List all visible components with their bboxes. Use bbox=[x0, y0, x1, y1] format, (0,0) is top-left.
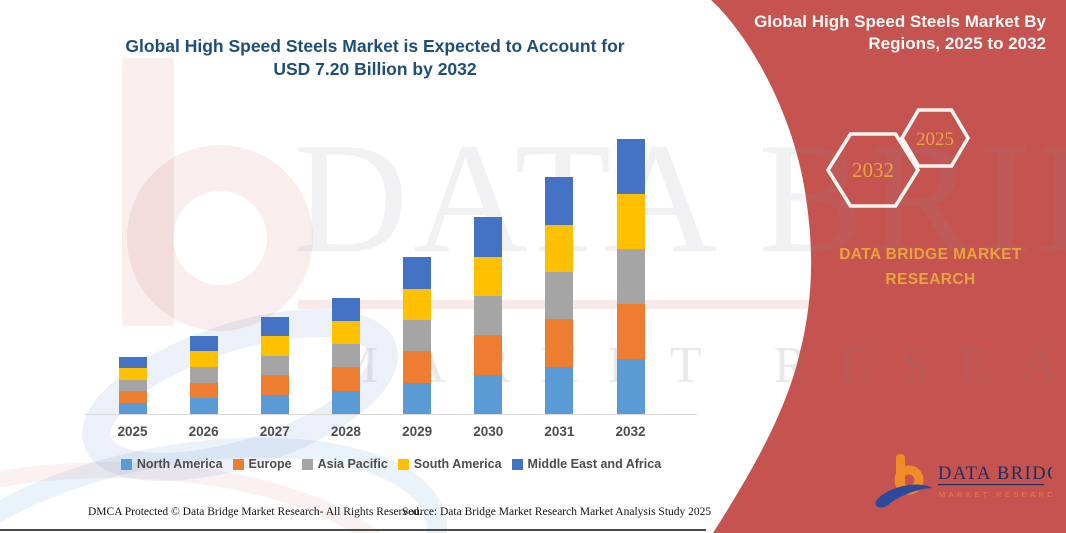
legend-swatch-middle-east-and-africa bbox=[511, 458, 523, 470]
bar-segment-2025-europe bbox=[118, 391, 147, 403]
x-axis-label-2030: 2030 bbox=[473, 424, 504, 439]
legend-label-europe: Europe bbox=[248, 457, 292, 471]
bar-segment-2030-europe bbox=[474, 335, 503, 375]
x-axis-label-2028: 2028 bbox=[330, 424, 361, 439]
x-axis-label-2026: 2026 bbox=[188, 424, 219, 439]
bar-segment-2029-asia-pacific bbox=[403, 320, 432, 352]
legend-label-asia-pacific: Asia Pacific bbox=[317, 457, 388, 471]
hexagon-badge-2025 bbox=[899, 108, 971, 168]
bar-segment-2025-asia-pacific bbox=[118, 379, 147, 392]
bar-segment-2031-south-america bbox=[545, 224, 574, 272]
stacked-bar-chart bbox=[85, 120, 697, 415]
x-axis-label-2032: 2032 bbox=[615, 424, 646, 439]
brand-name-line1: DATA BRIDGE MARKET bbox=[839, 246, 1022, 263]
bar-segment-2031-asia-pacific bbox=[545, 271, 574, 320]
year-hexagon-badges: 2032 2025 bbox=[825, 108, 971, 208]
bar-segment-2026-europe bbox=[189, 382, 218, 399]
x-axis-label-2025: 2025 bbox=[117, 424, 148, 439]
bar-segment-2027-south-america bbox=[260, 336, 289, 356]
legend-item-europe: Europe bbox=[232, 457, 292, 471]
legend-label-middle-east-and-africa: Middle East and Africa bbox=[527, 457, 662, 471]
bar-segment-2027-europe bbox=[260, 375, 289, 395]
legend-item-north-america: North America bbox=[120, 457, 223, 471]
legend-label-north-america: North America bbox=[136, 457, 223, 471]
chart-legend: North America Europe Asia Pacific South Ame… bbox=[85, 457, 697, 471]
brand-name-line2: RESEARCH bbox=[885, 270, 976, 288]
bar-segment-2029-europe bbox=[403, 351, 432, 383]
bar-segment-2032-europe bbox=[616, 304, 645, 359]
side-panel-title: Global High Speed Steels Market By Regio… bbox=[706, 11, 1046, 56]
bar-segment-2029-south-america bbox=[403, 288, 432, 321]
data-bridge-logo-icon bbox=[875, 454, 933, 508]
bar-segment-2028-north-america bbox=[331, 390, 360, 414]
side-panel-title-line2: Regions, 2025 to 2032 bbox=[868, 34, 1046, 54]
bar-segment-2026-middle-east-and-africa bbox=[189, 335, 218, 352]
brand-name-text: DATA BRIDGE MARKET RESEARCH bbox=[828, 243, 1033, 293]
bar-segment-2031-middle-east-and-africa bbox=[545, 177, 574, 225]
bar-segment-2029-north-america bbox=[403, 382, 432, 414]
bar-segment-2030-north-america bbox=[474, 374, 503, 414]
bar-segment-2031-north-america bbox=[545, 366, 574, 414]
bar-segment-2028-europe bbox=[331, 367, 360, 391]
footer-source-text: Source: Data Bridge Market Research Mark… bbox=[402, 506, 712, 518]
legend-swatch-europe bbox=[232, 458, 244, 470]
bar-segment-2027-middle-east-and-africa bbox=[260, 316, 289, 337]
bottom-divider bbox=[0, 529, 706, 531]
bar-segment-2032-south-america bbox=[616, 194, 645, 249]
legend-label-south-america: South America bbox=[413, 457, 502, 471]
x-axis-label-2027: 2027 bbox=[259, 424, 290, 439]
side-panel-title-line1: Global High Speed Steels Market By bbox=[754, 12, 1046, 31]
bar-segment-2026-asia-pacific bbox=[189, 367, 218, 383]
page-title-line1: Global High Speed Steels Market is Expec… bbox=[125, 36, 625, 56]
legend-swatch-north-america bbox=[120, 458, 132, 470]
page-title: Global High Speed Steels Market is Expec… bbox=[95, 35, 655, 81]
legend-item-asia-pacific: Asia Pacific bbox=[301, 457, 388, 471]
bar-segment-2029-middle-east-and-africa bbox=[403, 257, 432, 289]
bar-segment-2025-middle-east-and-africa bbox=[118, 356, 147, 369]
bar-segment-2028-middle-east-and-africa bbox=[331, 297, 360, 321]
bar-segment-2031-europe bbox=[545, 319, 574, 367]
logo-wordmark: DATA BRIDGE bbox=[938, 464, 1052, 484]
data-bridge-logo: DATA BRIDGE MARKET RESEARCH bbox=[875, 454, 1052, 508]
hexagon-badge-2032 bbox=[825, 132, 921, 208]
bar-segment-2028-asia-pacific bbox=[331, 344, 360, 368]
bar-segment-2030-asia-pacific bbox=[474, 296, 503, 336]
hexagon-year-back: 2032 bbox=[852, 158, 894, 182]
bar-segment-2030-middle-east-and-africa bbox=[474, 217, 503, 257]
bar-segment-2026-south-america bbox=[189, 351, 218, 368]
legend-item-middle-east-and-africa: Middle East and Africa bbox=[511, 457, 662, 471]
x-axis-label-2029: 2029 bbox=[402, 424, 433, 439]
x-axis-labels: 2025 2026 2027 2028 2029 2030 2031 2032 bbox=[85, 424, 697, 442]
bar-segment-2030-south-america bbox=[474, 256, 503, 296]
bar-segment-2027-asia-pacific bbox=[260, 355, 289, 376]
bar-segment-2032-asia-pacific bbox=[616, 249, 645, 304]
footer-copyright-text: DMCA Protected © Data Bridge Market Rese… bbox=[88, 506, 422, 518]
legend-item-south-america: South America bbox=[397, 457, 502, 471]
x-axis-label-2031: 2031 bbox=[544, 424, 575, 439]
bar-segment-2028-south-america bbox=[331, 320, 360, 345]
logo-tagline: MARKET RESEARCH bbox=[939, 490, 1052, 499]
hexagon-year-front: 2025 bbox=[916, 129, 954, 150]
bar-segment-2027-north-america bbox=[260, 394, 289, 414]
page-title-line2: USD 7.20 Billion by 2032 bbox=[273, 58, 477, 79]
legend-swatch-asia-pacific bbox=[301, 458, 313, 470]
bar-segment-2032-middle-east-and-africa bbox=[616, 139, 645, 194]
bar-segment-2032-north-america bbox=[616, 359, 645, 414]
legend-swatch-south-america bbox=[397, 458, 409, 470]
bar-segment-2025-south-america bbox=[118, 368, 147, 380]
bar-segment-2025-north-america bbox=[118, 402, 147, 414]
bar-segment-2026-north-america bbox=[189, 398, 218, 414]
